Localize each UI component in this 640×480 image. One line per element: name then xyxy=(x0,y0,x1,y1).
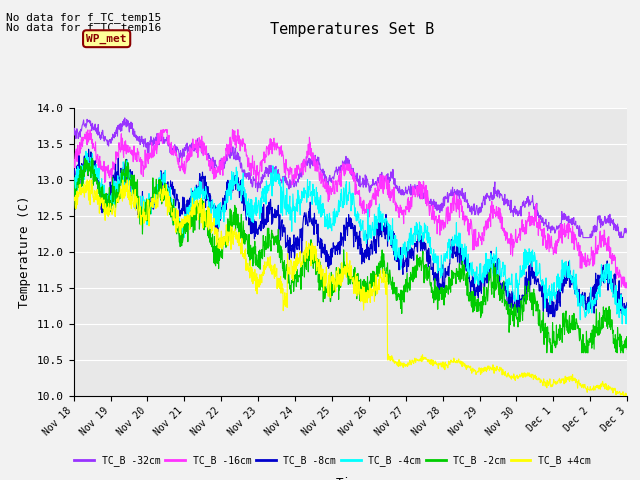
Text: WP_met: WP_met xyxy=(86,34,127,44)
Text: Temperatures Set B: Temperatures Set B xyxy=(270,22,434,36)
Legend: TC_B -32cm, TC_B -16cm, TC_B -8cm, TC_B -4cm, TC_B -2cm, TC_B +4cm: TC_B -32cm, TC_B -16cm, TC_B -8cm, TC_B … xyxy=(70,452,595,470)
Text: No data for f_TC_temp15: No data for f_TC_temp15 xyxy=(6,12,162,23)
X-axis label: Time: Time xyxy=(335,477,365,480)
Text: No data for f_TC_temp16: No data for f_TC_temp16 xyxy=(6,22,162,33)
Y-axis label: Temperature (C): Temperature (C) xyxy=(19,196,31,308)
